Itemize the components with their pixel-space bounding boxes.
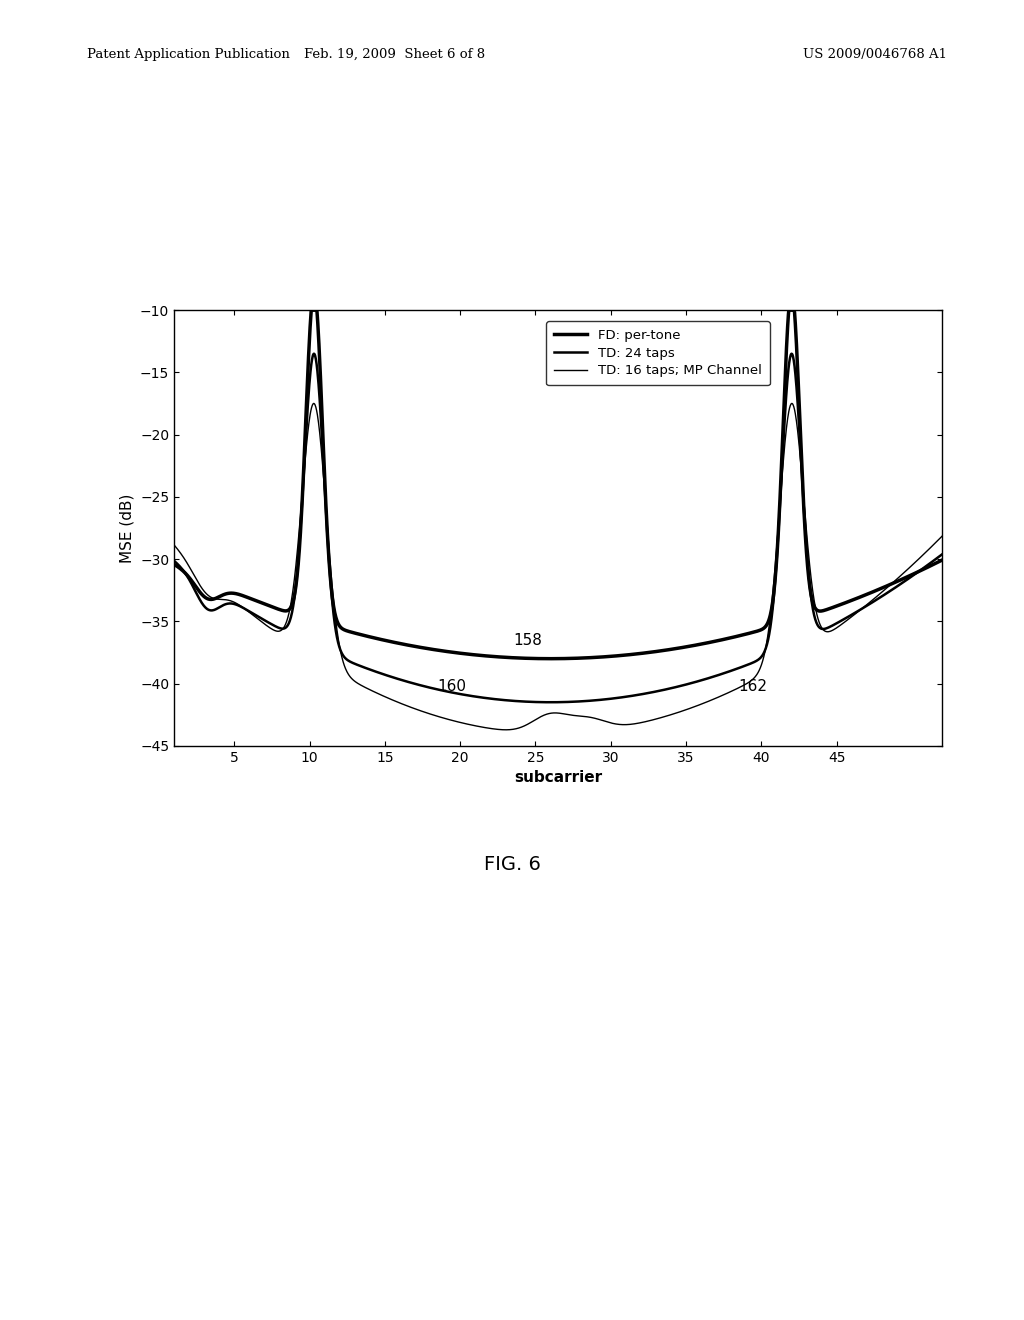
TD: 24 taps: (52, -29.6): 24 taps: (52, -29.6) [936,546,948,562]
FD: per-tone: (52, -30.1): per-tone: (52, -30.1) [936,552,948,568]
Text: 160: 160 [437,678,467,693]
FD: per-tone: (10.1, -10): per-tone: (10.1, -10) [305,302,317,318]
FD: per-tone: (24.5, -38): per-tone: (24.5, -38) [521,651,534,667]
Text: 158: 158 [513,632,542,648]
Line: FD: per-tone: FD: per-tone [174,310,942,659]
TD: 24 taps: (50.6, -30.9): 24 taps: (50.6, -30.9) [914,562,927,578]
FD: per-tone: (41.2, -25.9): per-tone: (41.2, -25.9) [773,500,785,516]
TD: 24 taps: (24.5, -41.5): 24 taps: (24.5, -41.5) [521,694,534,710]
TD: 24 taps: (41.2, -26.2): 24 taps: (41.2, -26.2) [773,504,785,520]
TD: 16 taps; MP Channel: (23, -43.7): 16 taps; MP Channel: (23, -43.7) [500,722,512,738]
FD: per-tone: (3.6, -33.2): per-tone: (3.6, -33.2) [207,591,219,607]
TD: 24 taps: (50.5, -30.9): 24 taps: (50.5, -30.9) [914,562,927,578]
X-axis label: subcarrier: subcarrier [514,770,602,785]
FD: per-tone: (1, -30.4): per-tone: (1, -30.4) [168,557,180,573]
FD: per-tone: (26, -38): per-tone: (26, -38) [545,651,557,667]
TD: 16 taps; MP Channel: (3.6, -33.1): 16 taps; MP Channel: (3.6, -33.1) [207,590,219,606]
Text: Patent Application Publication: Patent Application Publication [87,48,290,61]
Text: 162: 162 [738,678,768,693]
TD: 24 taps: (1, -30.1): 24 taps: (1, -30.1) [168,553,180,569]
TD: 16 taps; MP Channel: (24.5, -43.3): 16 taps; MP Channel: (24.5, -43.3) [521,717,534,733]
TD: 16 taps; MP Channel: (25.8, -42.4): 16 taps; MP Channel: (25.8, -42.4) [542,706,554,722]
Y-axis label: MSE (dB): MSE (dB) [120,494,134,562]
TD: 24 taps: (3.6, -34.1): 24 taps: (3.6, -34.1) [207,602,219,618]
TD: 16 taps; MP Channel: (50.6, -29.8): 16 taps; MP Channel: (50.6, -29.8) [914,549,927,565]
TD: 16 taps; MP Channel: (50.5, -29.9): 16 taps; MP Channel: (50.5, -29.9) [914,549,927,565]
TD: 24 taps: (25.8, -41.5): 24 taps: (25.8, -41.5) [542,694,554,710]
FD: per-tone: (50.6, -30.9): per-tone: (50.6, -30.9) [914,562,927,578]
Text: US 2009/0046768 A1: US 2009/0046768 A1 [803,48,947,61]
FD: per-tone: (25.8, -38): per-tone: (25.8, -38) [542,651,554,667]
TD: 16 taps; MP Channel: (41.2, -26.4): 16 taps; MP Channel: (41.2, -26.4) [773,507,785,523]
Legend: FD: per-tone, TD: 24 taps, TD: 16 taps; MP Channel: FD: per-tone, TD: 24 taps, TD: 16 taps; … [546,321,770,385]
TD: 16 taps; MP Channel: (42, -17.5): 16 taps; MP Channel: (42, -17.5) [785,396,798,412]
TD: 24 taps: (26, -41.5): 24 taps: (26, -41.5) [545,694,557,710]
TD: 24 taps: (10.3, -13.5): 24 taps: (10.3, -13.5) [308,346,321,362]
TD: 16 taps; MP Channel: (52, -28.2): 16 taps; MP Channel: (52, -28.2) [936,528,948,544]
Text: Feb. 19, 2009  Sheet 6 of 8: Feb. 19, 2009 Sheet 6 of 8 [304,48,484,61]
FD: per-tone: (50.5, -30.9): per-tone: (50.5, -30.9) [914,562,927,578]
Line: TD: 16 taps; MP Channel: TD: 16 taps; MP Channel [174,404,942,730]
Text: FIG. 6: FIG. 6 [483,855,541,874]
TD: 16 taps; MP Channel: (1, -28.9): 16 taps; MP Channel: (1, -28.9) [168,537,180,553]
Line: TD: 24 taps: TD: 24 taps [174,354,942,702]
